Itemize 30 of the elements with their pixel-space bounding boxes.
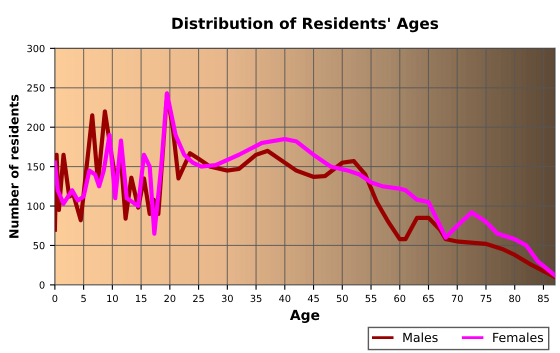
y-tick-label: 0 (40, 281, 45, 289)
x-tick-label: 75 (480, 294, 492, 302)
x-tick-label: 25 (193, 294, 204, 302)
x-tick-label: 60 (394, 294, 406, 302)
x-tick-label: 85 (538, 294, 549, 302)
legend-label: Males (403, 332, 438, 342)
x-tick-label: 45 (308, 294, 319, 302)
x-tick-label: 30 (222, 294, 233, 302)
y-tick-label: 250 (27, 84, 45, 92)
x-tick-label: 15 (136, 294, 146, 302)
x-tick-label: 50 (336, 294, 348, 302)
y-tick-label: 200 (27, 124, 45, 132)
x-tick-label: 65 (422, 294, 434, 302)
y-tick-label: 100 (28, 202, 45, 210)
x-tick-label: 20 (164, 294, 176, 302)
x-tick-label: 10 (107, 294, 118, 302)
y-tick-label: 150 (28, 163, 45, 170)
x-tick-label: 0 (52, 294, 58, 302)
x-tick-label: 5 (81, 294, 86, 302)
y-axis-title: Number of residents (8, 94, 19, 238)
legend-label: Females (493, 332, 544, 342)
x-tick-label: 80 (509, 294, 520, 302)
x-tick-label: 35 (250, 294, 262, 302)
y-tick-label: 300 (27, 44, 45, 52)
chart-title: Distribution of Residents' Ages (172, 17, 438, 32)
x-axis-title: Age (290, 310, 320, 323)
x-tick-label: 70 (452, 294, 463, 302)
x-tick-label: 55 (366, 294, 376, 302)
x-tick-label: 40 (279, 294, 290, 302)
y-tick-label: 50 (34, 242, 45, 250)
